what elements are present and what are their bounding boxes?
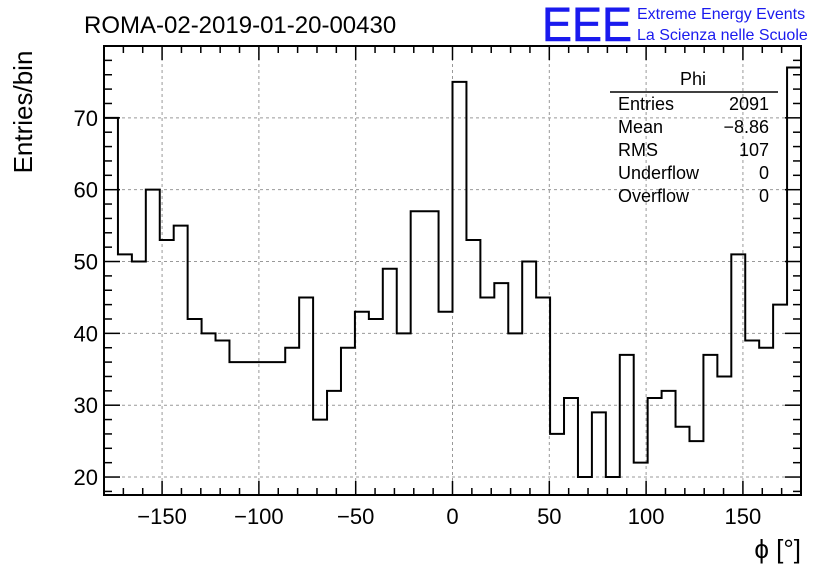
x-axis-title: ϕ [°] — [754, 534, 801, 564]
chart-title: ROMA-02-2019-01-20-00430 — [84, 12, 396, 39]
x-tick-label: 50 — [537, 504, 561, 529]
stats-row-label: RMS — [618, 140, 658, 160]
histogram-line — [103, 66, 802, 495]
stats-row-value: 107 — [739, 140, 769, 160]
stats-row-label: Entries — [618, 94, 674, 114]
axis-ticks — [104, 45, 801, 495]
stats-row-value: 0 — [759, 186, 769, 206]
stats-box: Phi Entries 2091 Mean −8.86 RMS 107 Underflow 0… — [610, 69, 778, 206]
y-tick-label: 60 — [74, 178, 98, 203]
y-tick-label: 40 — [74, 321, 98, 346]
y-tick-label: 50 — [74, 250, 98, 275]
y-axis-title: Entries/bin — [8, 51, 38, 174]
x-tick-label: 100 — [628, 504, 665, 529]
logo-line-1: Extreme Energy Events — [637, 6, 805, 23]
stats-row-label: Mean — [618, 117, 663, 137]
stats-row-label: Underflow — [618, 163, 700, 183]
y-tick-label: 20 — [74, 465, 98, 490]
x-tick-label: 150 — [725, 504, 762, 529]
x-tick-label: −100 — [234, 504, 284, 529]
stats-title: Phi — [680, 69, 706, 89]
stats-row-value: −8.86 — [723, 117, 769, 137]
logo-line-2: La Scienza nelle Scuole — [637, 27, 808, 44]
x-tick-label: −50 — [337, 504, 374, 529]
x-tick-label: −150 — [137, 504, 187, 529]
stats-rows: Entries 2091 Mean −8.86 RMS 107 Underflow 0 Over… — [618, 94, 769, 206]
stats-row-value: 0 — [759, 163, 769, 183]
x-tick-label: 0 — [446, 504, 458, 529]
stats-row-label: Overflow — [618, 186, 690, 206]
logo-mark: EEE — [542, 0, 632, 52]
axis-tick-labels: −150 −100 −50 0 50 100 150 20 30 40 50 60 70 — [74, 106, 762, 529]
stats-row-value: 2091 — [729, 94, 769, 114]
eee-logo: EEE Extreme Energy Events La Scienza nel… — [542, 0, 808, 52]
y-tick-label: 30 — [74, 393, 98, 418]
y-tick-label: 70 — [74, 106, 98, 131]
